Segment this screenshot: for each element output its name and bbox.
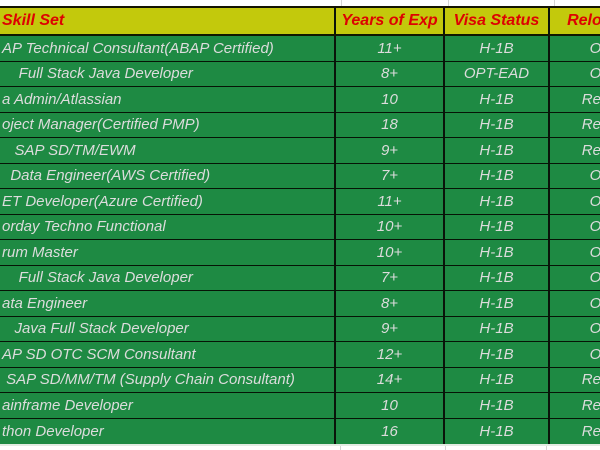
cell-skill[interactable]: Full Stack Java Developer <box>0 61 336 86</box>
cell-skill[interactable]: orday Techno Functional <box>0 214 336 239</box>
cell-visa[interactable]: OPT-EAD <box>445 61 550 86</box>
table-row: Java Full Stack Developer 9+ H-1B Open <box>0 316 600 342</box>
cell-reloc[interactable]: Open <box>550 36 600 61</box>
table-row: ata Engineer 8+ H-1B Open <box>0 291 600 317</box>
cell-reloc[interactable]: Remote <box>581 396 600 414</box>
cell-visa[interactable]: H-1B <box>445 163 550 188</box>
gridline <box>554 0 555 6</box>
table-row: ET Developer(Azure Certified) 11+ H-1B O… <box>0 189 600 215</box>
cell-visa[interactable]: H-1B <box>445 393 550 418</box>
table-row: AP Technical Consultant(ABAP Certified) … <box>0 36 600 62</box>
table-row: SAP SD/MM/TM (Supply Chain Consultant) 1… <box>0 367 600 393</box>
cell-visa[interactable]: H-1B <box>445 418 550 444</box>
gridline <box>340 446 341 450</box>
header-years-of-exp[interactable]: Years of Exp <box>336 8 445 34</box>
cell-reloc[interactable]: Open <box>550 189 600 214</box>
cell-exp[interactable]: 7+ <box>336 163 445 188</box>
header-visa-status[interactable]: Visa Status <box>445 8 550 34</box>
table-row: SAP SD/TM/EWM 9+ H-1B Remote <box>0 138 600 164</box>
cell-reloc[interactable]: Open <box>550 62 600 87</box>
table-row: a Admin/Atlassian 10 H-1B Remote <box>0 87 600 113</box>
cell-exp[interactable]: 8+ <box>336 291 445 316</box>
header-relocation[interactable]: Relocation <box>567 12 600 29</box>
cell-exp[interactable]: 14+ <box>336 367 445 392</box>
cell-skill[interactable]: rum Master <box>0 240 336 265</box>
cell-skill[interactable]: AP SD OTC SCM Consultant <box>0 342 336 367</box>
cell-exp[interactable]: 16 <box>336 418 445 444</box>
cell-reloc[interactable]: Remote <box>581 422 600 440</box>
cell-visa[interactable]: H-1B <box>445 342 550 367</box>
cell-skill[interactable]: ET Developer(Azure Certified) <box>0 189 336 214</box>
cell-skill[interactable]: oject Manager(Certified PMP) <box>0 112 336 137</box>
cell-reloc[interactable]: Open <box>550 215 600 240</box>
table-row: thon Developer 16 H-1B Remote <box>0 418 600 444</box>
cell-exp[interactable]: 11+ <box>336 36 445 61</box>
cell-exp[interactable]: 9+ <box>336 316 445 341</box>
cell-reloc[interactable]: Open <box>550 164 600 189</box>
gridline <box>448 0 449 6</box>
cell-reloc[interactable]: Open <box>550 291 600 316</box>
table-row: oject Manager(Certified PMP) 18 H-1B Rem… <box>0 112 600 138</box>
table-bottom-edge <box>0 444 600 446</box>
table-row: Data Engineer(AWS Certified) 7+ H-1B Ope… <box>0 163 600 189</box>
cell-visa[interactable]: H-1B <box>445 189 550 214</box>
cell-visa[interactable]: H-1B <box>445 87 550 112</box>
cell-exp[interactable]: 7+ <box>336 265 445 290</box>
cell-reloc[interactable]: Remote <box>581 141 600 159</box>
cell-exp[interactable]: 9+ <box>336 138 445 163</box>
table-row: rum Master 10+ H-1B Open <box>0 240 600 266</box>
cell-reloc[interactable]: Open <box>550 342 600 367</box>
cell-skill[interactable]: a Admin/Atlassian <box>0 87 336 112</box>
table-row: Full Stack Java Developer 8+ OPT-EAD Ope… <box>0 61 600 87</box>
cell-visa[interactable]: H-1B <box>445 112 550 137</box>
top-grid-strip <box>0 0 600 6</box>
cell-visa[interactable]: H-1B <box>445 291 550 316</box>
cell-exp[interactable]: 10 <box>336 393 445 418</box>
cell-reloc[interactable]: Open <box>550 317 600 342</box>
cell-exp[interactable]: 11+ <box>336 189 445 214</box>
gridline <box>546 446 547 450</box>
cell-exp[interactable]: 12+ <box>336 342 445 367</box>
skills-table: Skill Set Years of Exp Visa Status Reloc… <box>0 6 600 446</box>
cell-reloc[interactable]: Remote <box>581 116 600 134</box>
cell-skill[interactable]: SAP SD/MM/TM (Supply Chain Consultant) <box>0 367 336 392</box>
cell-visa[interactable]: H-1B <box>445 316 550 341</box>
cell-exp[interactable]: 10 <box>336 87 445 112</box>
cell-visa[interactable]: H-1B <box>445 240 550 265</box>
cell-visa[interactable]: H-1B <box>445 367 550 392</box>
header-skill-set[interactable]: Skill Set <box>0 8 336 34</box>
gridline <box>341 0 342 6</box>
cell-skill[interactable]: Full Stack Java Developer <box>0 265 336 290</box>
cell-exp[interactable]: 18 <box>336 112 445 137</box>
cell-skill[interactable]: AP Technical Consultant(ABAP Certified) <box>0 36 336 61</box>
table-row: AP SD OTC SCM Consultant 12+ H-1B Open <box>0 342 600 368</box>
cell-skill[interactable]: Java Full Stack Developer <box>0 316 336 341</box>
cell-skill[interactable]: ainframe Developer <box>0 393 336 418</box>
cell-visa[interactable]: H-1B <box>445 265 550 290</box>
table-body: AP Technical Consultant(ABAP Certified) … <box>0 36 600 444</box>
cell-skill[interactable]: SAP SD/TM/EWM <box>0 138 336 163</box>
cell-skill[interactable]: ata Engineer <box>0 291 336 316</box>
cell-skill[interactable]: Data Engineer(AWS Certified) <box>0 163 336 188</box>
cell-reloc[interactable]: Open <box>550 266 600 291</box>
cell-exp[interactable]: 8+ <box>336 61 445 86</box>
table-row: orday Techno Functional 10+ H-1B Open <box>0 214 600 240</box>
table-row: Full Stack Java Developer 7+ H-1B Open <box>0 265 600 291</box>
bottom-grid-strip <box>0 446 600 450</box>
gridline <box>445 446 446 450</box>
cell-reloc[interactable]: Open <box>550 240 600 265</box>
cell-skill[interactable]: thon Developer <box>0 418 336 444</box>
cell-visa[interactable]: H-1B <box>445 214 550 239</box>
cell-visa[interactable]: H-1B <box>445 138 550 163</box>
table-header-row: Skill Set Years of Exp Visa Status Reloc… <box>0 6 600 36</box>
cell-reloc[interactable]: Remote <box>581 371 600 389</box>
cell-visa[interactable]: H-1B <box>445 36 550 61</box>
cell-exp[interactable]: 10+ <box>336 214 445 239</box>
table-row: ainframe Developer 10 H-1B Remote <box>0 393 600 419</box>
cell-exp[interactable]: 10+ <box>336 240 445 265</box>
cell-reloc[interactable]: Remote <box>581 90 600 108</box>
